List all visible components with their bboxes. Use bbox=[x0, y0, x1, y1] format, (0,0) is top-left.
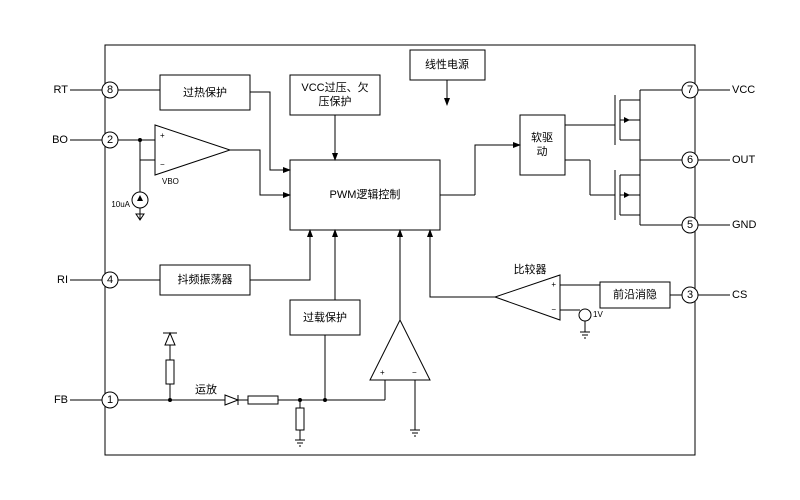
block-osc-label: 抖频振荡器 bbox=[178, 272, 233, 286]
block-drv-label1: 软驱 bbox=[531, 130, 553, 144]
block-diagram: 8 RT 2 BO 4 RI 1 FB 7 VCC 6 OUT 5 GND 3 … bbox=[0, 0, 800, 500]
svg-text:+: + bbox=[380, 368, 385, 377]
pin-bo-label: BO bbox=[52, 134, 68, 146]
comparator-label: 比较器 bbox=[514, 262, 547, 276]
svg-text:−: − bbox=[160, 160, 165, 169]
pin-out-label: OUT bbox=[732, 154, 756, 166]
block-leb-label: 前沿消隐 bbox=[613, 287, 657, 301]
resistor-icon-2 bbox=[166, 360, 174, 384]
pin-vcc-num: 7 bbox=[687, 84, 693, 96]
pin-cs-num: 3 bbox=[687, 289, 693, 301]
resistor-icon bbox=[248, 396, 278, 404]
block-uvlo-label2: 压保护 bbox=[319, 94, 352, 108]
block-otp-label: 过热保护 bbox=[183, 85, 227, 99]
vbo-label: VBO bbox=[162, 177, 179, 186]
block-uvlo-label1: VCC过压、欠 bbox=[301, 80, 368, 94]
pin-bo-num: 2 bbox=[107, 134, 113, 146]
resistor-icon-3 bbox=[296, 408, 304, 430]
block-olp-label: 过载保护 bbox=[303, 310, 347, 324]
block-linreg-label: 线性电源 bbox=[425, 57, 469, 71]
pin-rt-label: RT bbox=[54, 84, 69, 96]
pin-gnd-label: GND bbox=[732, 219, 757, 231]
opamp-label: 运放 bbox=[195, 382, 217, 396]
pin-fb-label: FB bbox=[54, 394, 68, 406]
pin-rt-num: 8 bbox=[107, 84, 113, 96]
v1-label: 1V bbox=[593, 310, 603, 319]
pin-ri-label: RI bbox=[57, 274, 68, 286]
pin-ri-num: 4 bbox=[107, 274, 113, 286]
pin-fb-num: 1 bbox=[107, 394, 113, 406]
pin-vcc-label: VCC bbox=[732, 84, 755, 96]
pin-gnd-num: 5 bbox=[687, 219, 693, 231]
svg-text:+: + bbox=[551, 280, 556, 289]
pin-out-num: 6 bbox=[687, 154, 693, 166]
i10u-label: 10uA bbox=[111, 200, 130, 209]
block-drv-label2: 动 bbox=[537, 145, 548, 158]
svg-text:+: + bbox=[160, 131, 165, 140]
svg-text:−: − bbox=[551, 305, 556, 314]
svg-text:−: − bbox=[412, 368, 417, 377]
pin-cs-label: CS bbox=[732, 289, 747, 301]
vref-1v bbox=[579, 309, 591, 321]
block-pwm-label: PWM逻辑控制 bbox=[330, 187, 401, 201]
